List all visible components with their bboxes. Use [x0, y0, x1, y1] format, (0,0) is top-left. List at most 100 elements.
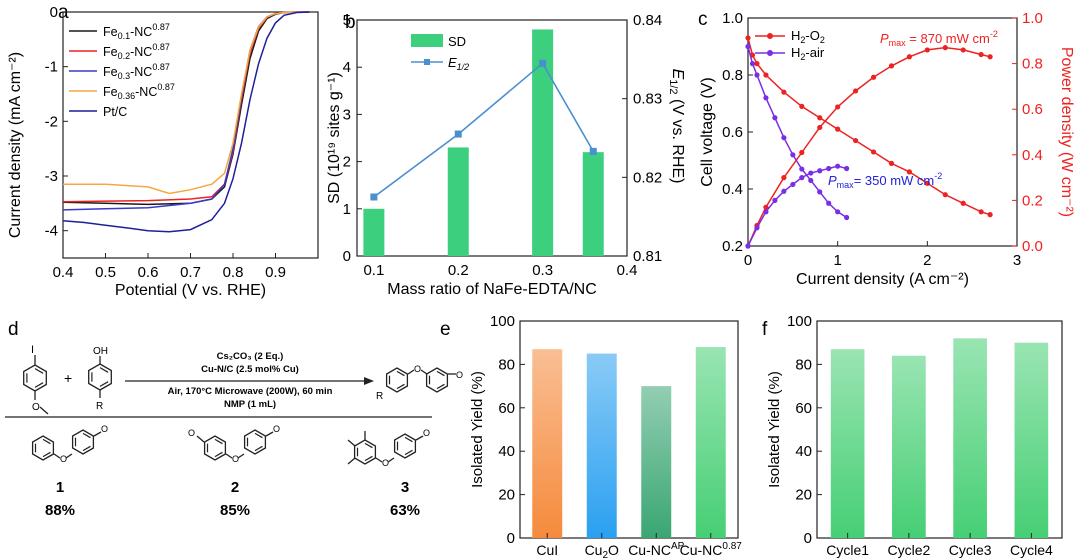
a-series-line-2 — [62, 11, 310, 211]
c-power-point-0 — [781, 175, 787, 181]
b-y-axis-right-label: E1/2 (V vs. RHE) — [667, 69, 686, 184]
panel-f: f 0 20 40 60 80 100 Isolated Yield (%) Cycle1 Cy… — [762, 313, 1063, 558]
d-compound1-o: O — [60, 454, 67, 464]
d-reagent-iodoanisole-ring-double-bond — [34, 368, 44, 374]
d-compound2-methoxy-b — [265, 431, 274, 437]
f-plot-frame — [816, 320, 1063, 539]
c-plot-frame — [747, 17, 1018, 247]
c-voltage-point-0 — [987, 212, 993, 218]
c-xtick-label: 2 — [923, 252, 931, 269]
c-power-point-1 — [754, 225, 760, 231]
panel-label-c: c — [698, 9, 708, 30]
c-ytick-right-label: 0.0 — [1022, 238, 1043, 255]
d-compound2-methoxy-o-a: O — [188, 428, 195, 438]
a-series-line-1 — [62, 11, 310, 203]
c-ytick-right-label: 0.4 — [1022, 147, 1043, 164]
b-ytick-left-label: 1 — [343, 201, 351, 218]
c-annotation-pmax-1: Pmax= 350 mW cm-2 — [828, 171, 942, 190]
c-ytick-left-label: 0.2 — [722, 238, 743, 255]
f-ytick-label: 0 — [804, 530, 812, 547]
panel-b: b 0.1 0.2 0.3 0.4 0 1 2 3 4 5 0.81 0.82 0.83 0.84 SD E1… — [326, 12, 686, 298]
d-compound2-ring-a-double-bond — [214, 438, 223, 445]
c-ytick-right-label: 1.0 — [1022, 10, 1043, 27]
panel-label-f: f — [762, 319, 768, 340]
c-voltage-point-1 — [844, 214, 850, 221]
b-sd-bar — [582, 152, 604, 256]
c-ytick-left-label: 0.6 — [722, 124, 743, 141]
c-voltage-line-0 — [747, 37, 991, 216]
d-compound2-methoxy-a — [196, 435, 205, 443]
d-compound1-ring-b-double-bond — [82, 445, 91, 452]
d-hydroxy-label: OH — [93, 346, 108, 357]
b-xtick-label: 0.2 — [448, 262, 469, 279]
f-category-label: Cycle3 — [949, 542, 992, 558]
panel-e: e 0 20 40 60 80 100 Isolated Yield (%) CuI Cu2O C… — [440, 313, 742, 558]
d-product-methoxy-label: O — [456, 370, 463, 380]
d-product-ring-b-double-bond — [436, 383, 445, 390]
d-compound3-ring-a-double-bond — [364, 455, 373, 462]
b-x-axis-label: Mass ratio of NaFe-EDTA/NC — [387, 281, 597, 298]
e-bar — [641, 386, 672, 538]
a-xtick-label: 0.6 — [138, 264, 159, 281]
b-legend-e12-marker — [424, 59, 430, 65]
c-voltage-point-1 — [749, 61, 756, 67]
c-power-point-1 — [844, 165, 850, 172]
c-power-point-0 — [906, 54, 913, 60]
a-xtick-label: 0.7 — [180, 264, 201, 281]
a-legend-label-4: Pt/C — [103, 105, 127, 119]
b-ytick-left-label: 0 — [343, 248, 351, 265]
d-product-ring-a-double-bond — [396, 370, 405, 377]
c-power-point-1 — [826, 165, 832, 172]
c-y-axis-right-label: Power density (W cm⁻²) — [1058, 47, 1075, 217]
d-r-label: R — [96, 401, 103, 412]
panel-label-e: e — [440, 319, 451, 340]
c-voltage-point-0 — [870, 149, 877, 155]
d-compound2-ring-b-double-bond — [254, 432, 263, 439]
f-ytick-label: 40 — [795, 443, 812, 460]
d-compound3-methoxy — [415, 435, 424, 441]
c-voltage-point-0 — [763, 72, 769, 78]
c-voltage-point-1 — [772, 115, 778, 121]
c-voltage-point-0 — [853, 137, 859, 144]
panel-label-d: d — [8, 319, 19, 340]
e-category-label: Cu-NC0.87 — [680, 541, 743, 558]
c-power-point-0 — [853, 88, 859, 94]
d-compound2-ring-b — [243, 429, 267, 455]
d-compound3-o: O — [382, 458, 389, 468]
d-condition-base: Cs₂CO₃ (2 Eq.) — [217, 351, 284, 362]
c-ytick-left-label: 0.8 — [722, 67, 743, 84]
c-power-point-1 — [745, 243, 751, 249]
e-ytick-label: 20 — [498, 487, 515, 504]
c-voltage-point-0 — [942, 192, 948, 198]
b-xtick-label: 0.1 — [363, 262, 384, 279]
c-voltage-point-0 — [745, 35, 751, 41]
a-y-axis-label: Current density (mA cm⁻²) — [7, 52, 24, 238]
d-compound1-ether2 — [65, 453, 73, 459]
e-y-axis-label: Isolated Yield (%) — [469, 371, 486, 488]
f-bar — [830, 349, 865, 538]
b-sd-bar — [532, 29, 554, 256]
d-compound2-ring-a — [203, 435, 227, 461]
c-xtick-label: 3 — [1013, 252, 1021, 269]
e-category-label: Cu2O — [585, 542, 619, 558]
a-ytick-label: -4 — [45, 223, 58, 240]
b-ytick-left-label: 5 — [343, 12, 351, 29]
d-compound3-ring-b-double-bond — [404, 449, 413, 456]
d-product-o-label: O — [414, 364, 421, 374]
c-voltage-point-0 — [817, 115, 823, 121]
c-power-point-0 — [835, 104, 841, 110]
d-compound1-methoxy — [93, 431, 102, 437]
c-xtick-label: 1 — [833, 252, 841, 269]
e-bar — [695, 347, 726, 538]
c-voltage-point-0 — [978, 209, 984, 215]
b-ytick-right-label: 0.82 — [633, 169, 662, 186]
c-power-point-1 — [817, 168, 823, 174]
c-power-point-1 — [808, 170, 814, 176]
d-reagent-iodoanisole-ring-double-bond — [34, 382, 44, 388]
d-compound3-methyl-a — [347, 439, 356, 447]
d-methyl-bond — [39, 406, 49, 415]
b-legend-sd-swatch — [411, 34, 443, 47]
d-compound2-methoxy-o-b: O — [273, 424, 280, 434]
c-voltage-point-1 — [763, 95, 769, 101]
